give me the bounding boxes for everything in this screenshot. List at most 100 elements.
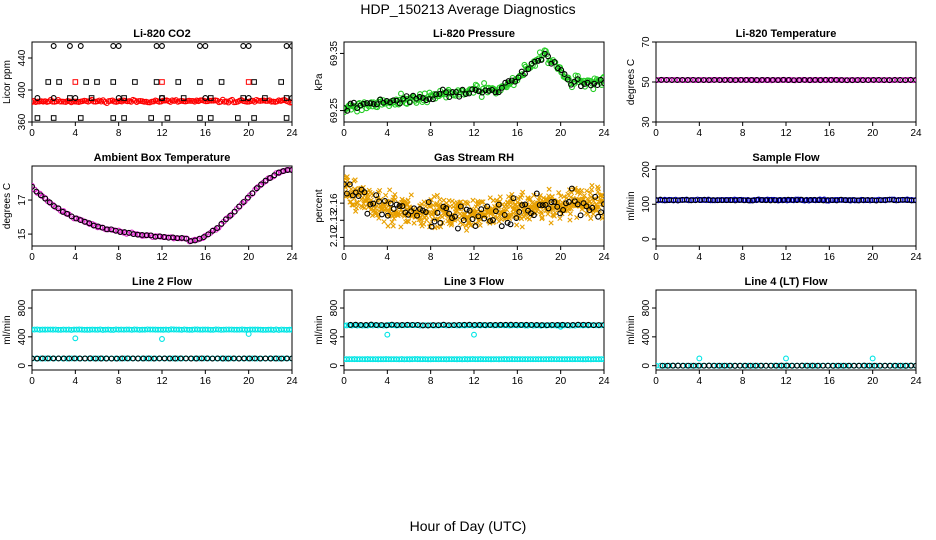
point-s0 bbox=[497, 194, 503, 200]
point-s0 bbox=[531, 192, 537, 198]
point-s1 bbox=[574, 76, 581, 83]
panel-5: Sample Flow ml/min 0 4 8 12 16 20 24 0 100 200 bbox=[626, 152, 922, 263]
x-tick-label: 0 bbox=[29, 128, 35, 139]
point-s1 bbox=[557, 210, 564, 217]
point-s1 bbox=[436, 91, 443, 97]
point-s1 bbox=[376, 198, 383, 205]
point-s1 bbox=[383, 97, 390, 104]
point-s1 bbox=[403, 93, 410, 100]
point-s0 bbox=[519, 224, 525, 230]
point-s1 bbox=[50, 43, 57, 49]
point-s0 bbox=[578, 187, 585, 194]
x-tick-label: 8 bbox=[428, 128, 434, 139]
x-tick-label: 8 bbox=[116, 128, 122, 139]
point-s1 bbox=[530, 212, 537, 219]
point-s3 bbox=[67, 95, 73, 101]
panel-title: Li-820 Pressure bbox=[433, 28, 515, 40]
y-tick-label: 100 bbox=[641, 195, 652, 212]
point-s2 bbox=[601, 356, 604, 363]
point-s1 bbox=[574, 201, 581, 208]
point-s1 bbox=[783, 355, 789, 362]
x-tick-label: 8 bbox=[428, 376, 434, 387]
point-s3 bbox=[83, 79, 89, 85]
point-s4 bbox=[207, 115, 214, 121]
point-s0 bbox=[49, 98, 56, 105]
point-s0 bbox=[507, 212, 513, 218]
point-s1 bbox=[581, 81, 588, 87]
y-axis-label: Licor ppm bbox=[2, 60, 13, 104]
y-axis-label: ml/min bbox=[626, 191, 637, 220]
point-s0 bbox=[481, 80, 488, 87]
point-s0 bbox=[361, 205, 368, 211]
point-s1 bbox=[522, 201, 529, 208]
point-s0 bbox=[398, 206, 404, 212]
point-s1 bbox=[561, 71, 568, 78]
point-s1 bbox=[370, 100, 377, 107]
plot-area bbox=[344, 321, 604, 363]
point-s1 bbox=[548, 199, 555, 206]
point-s3 bbox=[207, 95, 214, 101]
point-s1 bbox=[429, 96, 436, 103]
point-s0 bbox=[418, 217, 424, 223]
plot-area bbox=[32, 326, 292, 362]
panel-8: Line 4 (LT) Flow ml/min 0 4 8 12 16 20 24 0 400 800 bbox=[626, 276, 922, 387]
point-s1 bbox=[592, 193, 599, 200]
point-s1 bbox=[205, 231, 212, 238]
point-s0 bbox=[584, 188, 590, 194]
x-tick-label: 16 bbox=[200, 128, 212, 139]
point-s1 bbox=[512, 78, 519, 85]
plot-area bbox=[344, 174, 604, 233]
point-s0 bbox=[520, 189, 526, 195]
point-s1 bbox=[115, 43, 122, 49]
x-tick-label: 8 bbox=[740, 376, 746, 387]
y-tick-label: 2.16 bbox=[329, 193, 340, 213]
point-s1 bbox=[253, 185, 260, 192]
point-s1 bbox=[393, 201, 400, 208]
point-s5 bbox=[245, 79, 252, 85]
point-s5 bbox=[159, 79, 165, 85]
point-s1 bbox=[469, 216, 476, 223]
x-tick-label: 20 bbox=[555, 128, 567, 139]
point-s1 bbox=[214, 225, 221, 232]
point-s1 bbox=[869, 355, 876, 362]
point-s4 bbox=[34, 115, 41, 121]
x-tick-label: 24 bbox=[910, 128, 922, 139]
point-s1 bbox=[377, 96, 384, 103]
point-s4 bbox=[50, 115, 57, 121]
point-s3 bbox=[218, 79, 225, 85]
point-s1 bbox=[360, 100, 367, 107]
point-s0 bbox=[472, 81, 479, 88]
point-s3 bbox=[283, 95, 290, 101]
point-s1 bbox=[472, 87, 479, 93]
point-s1 bbox=[33, 188, 40, 195]
point-s1 bbox=[262, 177, 269, 184]
x-tick-label: 24 bbox=[286, 128, 298, 139]
point-s1 bbox=[577, 212, 584, 219]
x-tick-label: 4 bbox=[73, 128, 79, 139]
x-tick-label: 4 bbox=[697, 128, 703, 139]
x-tick-label: 16 bbox=[824, 376, 836, 387]
point-s0 bbox=[587, 190, 593, 196]
point-s1 bbox=[110, 43, 117, 49]
point-s3 bbox=[240, 95, 247, 101]
point-s4 bbox=[121, 115, 127, 121]
point-s1 bbox=[384, 212, 391, 219]
y-tick-label: 17 bbox=[17, 194, 28, 206]
plot-area bbox=[344, 47, 604, 116]
point-s1 bbox=[437, 219, 444, 226]
x-tick-label: 20 bbox=[243, 252, 255, 263]
y-tick-label: 400 bbox=[641, 328, 652, 345]
point-s3 bbox=[153, 79, 160, 85]
point-s1 bbox=[583, 203, 590, 210]
point-s1 bbox=[542, 201, 549, 208]
point-s1 bbox=[419, 207, 426, 214]
point-s1 bbox=[531, 58, 538, 65]
point-s1 bbox=[344, 107, 351, 114]
point-s1 bbox=[469, 86, 476, 93]
point-s1 bbox=[289, 43, 292, 49]
point-s1 bbox=[492, 208, 499, 215]
point-s1 bbox=[373, 101, 380, 108]
y-tick-label: 0 bbox=[17, 362, 28, 368]
point-s1 bbox=[452, 89, 459, 95]
y-axis-label: ml/min bbox=[314, 315, 325, 344]
